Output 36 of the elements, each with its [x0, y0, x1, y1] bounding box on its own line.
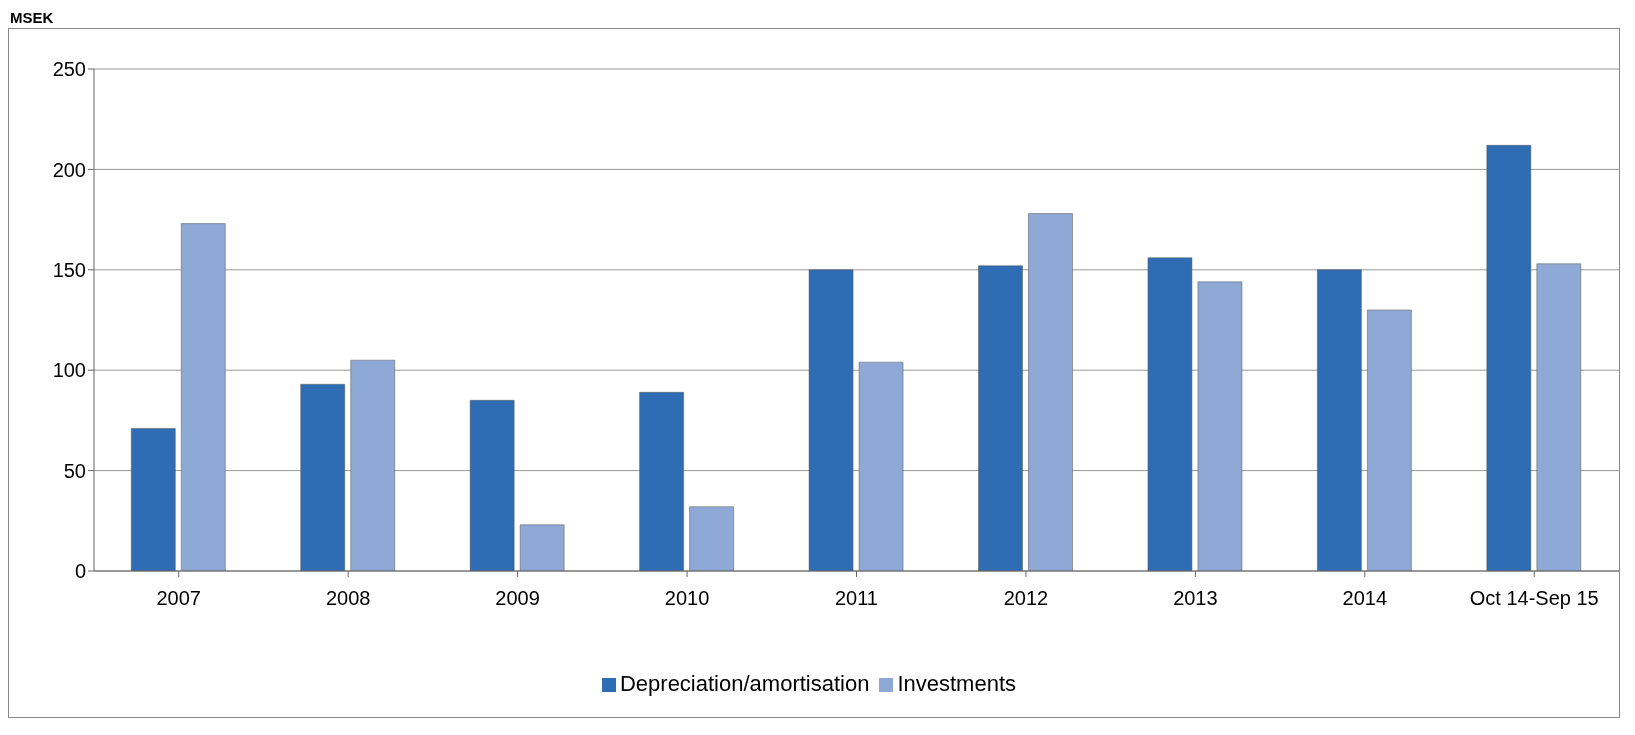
- bar: [469, 400, 515, 571]
- bar: [1367, 309, 1412, 571]
- bar: [858, 361, 904, 571]
- bar: [519, 524, 565, 571]
- bar: [1486, 145, 1532, 571]
- bar: [181, 223, 226, 571]
- y-tick-label: 100: [52, 359, 86, 382]
- bar: [1536, 263, 1582, 571]
- bar: [1317, 269, 1362, 571]
- bar: [300, 384, 345, 571]
- x-tick-label: 2012: [1003, 587, 1049, 610]
- bar: [350, 359, 395, 571]
- x-tick-label: Oct 14-Sep 15: [1469, 587, 1599, 610]
- bar: [1197, 281, 1243, 571]
- bar: [689, 506, 734, 571]
- bar: [131, 428, 176, 571]
- y-tick-label: 150: [52, 258, 86, 281]
- bar: [1147, 257, 1193, 571]
- bar: [1028, 213, 1073, 571]
- x-tick-label: 2013: [1173, 587, 1218, 610]
- bar: [639, 392, 684, 571]
- bar: [978, 265, 1023, 571]
- legend-label: Depreciation/amortisation: [619, 671, 870, 696]
- y-axis-title: MSEK: [9, 8, 55, 28]
- bar: [808, 269, 854, 571]
- legend-label: Investments: [897, 671, 1017, 696]
- x-tick-label: 2010: [664, 587, 710, 610]
- x-tick-label: 2007: [156, 587, 201, 610]
- y-tick-label: 250: [52, 58, 86, 81]
- x-tick-label: 2011: [834, 587, 879, 610]
- y-tick-label: 50: [63, 459, 86, 482]
- y-tick-label: 200: [52, 158, 86, 181]
- x-tick-label: 2014: [1342, 587, 1388, 610]
- x-tick-label: 2009: [495, 587, 540, 610]
- y-tick-label: 0: [74, 560, 86, 583]
- x-tick-label: 2008: [325, 587, 371, 610]
